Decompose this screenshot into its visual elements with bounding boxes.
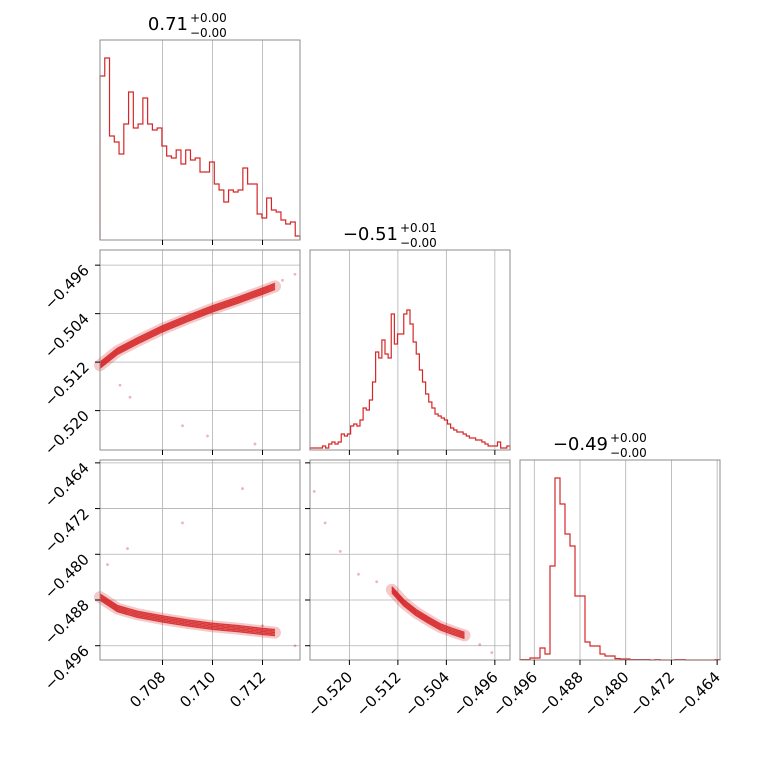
scatter-p1-p2-sample-point-0	[118, 383, 122, 387]
scatter-p2-p3-xtick-label-0: −0.520	[304, 668, 356, 720]
scatter-p1-p3-contour-0	[99, 593, 276, 631]
scatter-p1-p3-contour-4	[99, 599, 276, 637]
hist-p3-xtick-label-2: −0.480	[581, 668, 633, 720]
hist-p1-border	[99, 39, 301, 241]
scatter-p1-p2-sample-point-3	[206, 434, 209, 438]
hist-p1-title-lower: −0.00	[190, 26, 227, 40]
scatter-p1-p3-border	[99, 459, 301, 661]
scatter-p1-p2-contour-4	[99, 288, 276, 369]
scatter-p1-p3-sample-point-3	[241, 487, 244, 490]
scatter-p1-p2-border	[99, 249, 301, 451]
scatter-p2-p3-border	[309, 459, 511, 661]
hist-p3-title-lower: −0.00	[610, 446, 647, 460]
hist-p2-step-line	[309, 309, 511, 450]
hist-p2-frame	[309, 249, 511, 451]
hist-p3-panel	[519, 459, 721, 665]
scatter-p1-p2-contour-0	[99, 282, 276, 363]
hist-p2-title-lower: −0.00	[400, 236, 437, 250]
hist-p2-panel	[309, 249, 511, 455]
scatter-p2-p3-contour-4	[391, 592, 465, 640]
hist-p1-title-value: 0.71	[148, 14, 188, 35]
scatter-p2-p3-sample-point-3	[357, 572, 360, 576]
scatter-p2-p3-contour-2	[391, 589, 465, 637]
scatter-p1-p3-sample-point-5	[293, 644, 297, 648]
scatter-p1-p2-panel	[94, 249, 301, 455]
scatter-p2-p3-frame	[309, 459, 511, 661]
scatter-p1-p3-ytick-label-1: −0.488	[41, 596, 93, 648]
scatter-p2-p3-sample-point-1	[323, 521, 327, 525]
scatter-p2-p3-sample-point-0	[312, 490, 316, 493]
hist-p1-title-upper: +0.00	[190, 11, 227, 25]
scatter-p1-p2-ytick-label-2: −0.504	[41, 310, 93, 362]
scatter-p2-p3-xtick-label-1: −0.512	[353, 668, 405, 720]
hist-p2-border	[309, 249, 511, 451]
scatter-p1-p3-sample-point-2	[181, 521, 184, 525]
scatter-p2-p3-sample-point-2	[338, 550, 342, 553]
hist-p3-xtick-label-3: −0.472	[626, 668, 678, 720]
scatter-p2-p3-sample-point-5	[478, 643, 482, 646]
scatter-p1-p2-sample-point-2	[181, 424, 184, 428]
hist-p2-title-value: −0.51	[343, 224, 398, 245]
scatter-p1-p2-sample-point-4	[253, 442, 257, 446]
hist-p2-title-upper: +0.01	[400, 221, 437, 235]
scatter-p1-p2-contour-3	[99, 287, 276, 368]
scatter-p2-p3-contour-1	[391, 587, 465, 635]
scatter-p1-p2-ytick-label-1: −0.512	[41, 358, 93, 410]
hist-p3-title: −0.49 +0.00−0.00	[553, 431, 647, 460]
hist-p3-title-upper: +0.00	[610, 431, 647, 445]
scatter-p1-p2-sample-point-1	[128, 395, 132, 399]
hist-p3-xtick-label-0: −0.496	[489, 668, 541, 720]
hist-p1-frame	[99, 39, 301, 241]
hist-p1-title: 0.71 +0.00−0.00	[148, 11, 227, 40]
scatter-p1-p3-sample-point-1	[126, 547, 129, 550]
scatter-p1-p3-xtick-label-0: 0.708	[126, 668, 169, 711]
hist-p3-xtick-label-1: −0.488	[535, 668, 587, 720]
scatter-p1-p3-sample-point-4	[261, 624, 264, 628]
scatter-p1-p3-ytick-label-2: −0.480	[41, 550, 93, 602]
scatter-p1-p2-sample-point-6	[293, 272, 297, 276]
scatter-p2-p3-contour-0	[391, 586, 465, 634]
hist-p3-border	[519, 459, 721, 661]
scatter-p1-p3-ytick-label-4: −0.464	[41, 459, 93, 511]
scatter-p2-p3-sample-point-4	[375, 580, 379, 584]
hist-p1-step-line	[99, 57, 301, 240]
scatter-p1-p3-panel	[94, 459, 301, 665]
scatter-p2-p3-contour-3	[391, 590, 465, 638]
hist-p3-xtick-label-4: −0.464	[672, 668, 724, 720]
scatter-p1-p3-sample-point-0	[106, 563, 109, 566]
scatter-p2-p3-sample-point-6	[490, 651, 494, 654]
hist-p3-title-value: −0.49	[553, 434, 608, 455]
scatter-p1-p3-contour-2	[99, 596, 276, 634]
scatter-p2-p3-xtick-label-2: −0.504	[401, 668, 453, 720]
scatter-p1-p2-contour-1	[99, 284, 276, 365]
scatter-p1-p3-xtick-label-1: 0.710	[176, 668, 219, 711]
scatter-p1-p3-xtick-label-2: 0.712	[226, 668, 269, 711]
scatter-p1-p2-ytick-label-0: −0.520	[41, 407, 93, 459]
scatter-p1-p3-contour-1	[99, 595, 276, 632]
scatter-p1-p3-contour-3	[99, 598, 276, 635]
scatter-p1-p2-contour-2	[99, 285, 276, 366]
scatter-p2-p3-panel	[305, 459, 511, 665]
scatter-p1-p3-ytick-label-0: −0.496	[41, 642, 93, 694]
hist-p1-panel	[99, 39, 301, 245]
scatter-p1-p2-sample-point-5	[281, 278, 284, 282]
scatter-p1-p3-ytick-label-3: −0.472	[41, 505, 93, 557]
hist-p2-title: −0.51 +0.01−0.00	[343, 221, 437, 250]
scatter-p1-p2-ytick-label-3: −0.496	[41, 261, 93, 313]
